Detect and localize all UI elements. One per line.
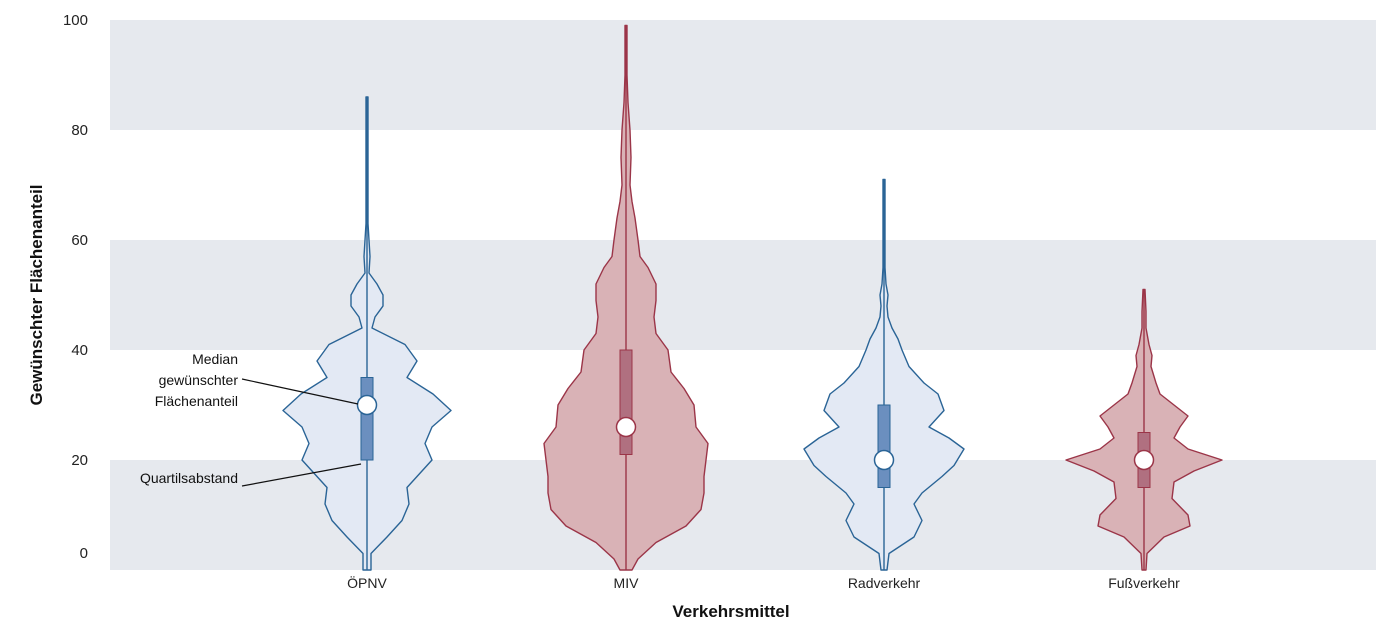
iqr-box — [877, 404, 891, 488]
violin-3 — [803, 178, 965, 571]
y-tick-label: 20 — [71, 452, 88, 469]
y-tick-label: 40 — [71, 342, 88, 359]
median-annotation-text: Flächenanteil — [155, 393, 238, 409]
violin-1 — [282, 96, 452, 571]
y-tick-label: 100 — [63, 12, 88, 29]
y-tick-labels: 0 20 40 60 80 100 — [63, 12, 88, 562]
violins — [282, 24, 1223, 571]
grid-band — [110, 20, 1376, 130]
median-marker — [615, 416, 637, 438]
iqr-leader-line — [241, 463, 362, 487]
x-tick-label: MIV — [614, 575, 640, 591]
y-tick-label: 0 — [80, 545, 88, 562]
y-tick-label: 80 — [71, 122, 88, 139]
median-marker — [873, 449, 895, 471]
x-tick-label: Radverkehr — [848, 575, 921, 591]
median-annotation-text: Median — [192, 351, 238, 367]
iqr-annotation-text: Quartilsabstand — [140, 470, 238, 486]
x-tick-labels: ÖPNV MIV Radverkehr Fußverkehr — [347, 574, 1180, 591]
violin-2 — [543, 24, 709, 571]
median-leader-line — [241, 378, 359, 405]
median-marker — [1133, 449, 1155, 471]
iqr-box — [619, 349, 633, 455]
x-tick-label: ÖPNV — [347, 574, 387, 591]
y-tick-label: 60 — [71, 232, 88, 249]
annotations: Median gewünschter Flächenanteil Quartilsab… — [140, 351, 362, 487]
x-axis-label: Verkehrsmittel — [672, 602, 789, 621]
x-tick-label: Fußverkehr — [1108, 575, 1180, 591]
median-annotation-text: gewünschter — [159, 372, 239, 388]
violin-4 — [1065, 288, 1223, 571]
grid-bands — [110, 20, 1376, 570]
median-marker — [356, 394, 378, 416]
iqr-box — [360, 377, 374, 461]
y-axis-label: Gewünschter Flächenanteil — [27, 184, 46, 405]
grid-band — [110, 240, 1376, 350]
